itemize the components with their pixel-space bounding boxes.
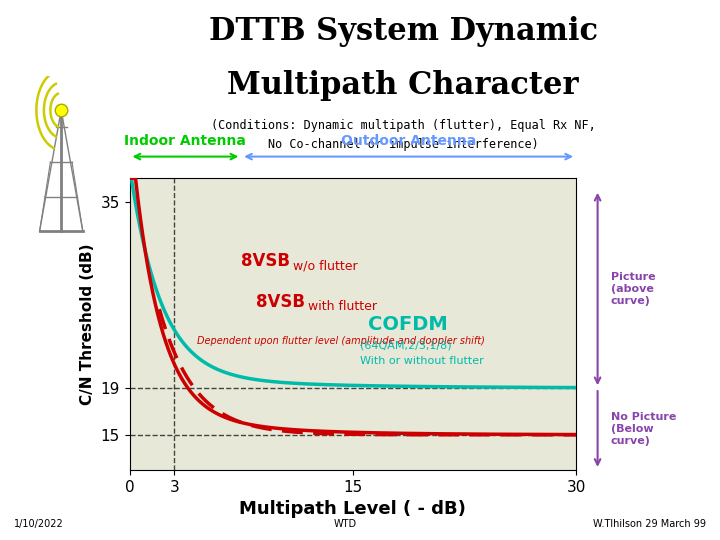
X-axis label: Multipath Level ( - dB): Multipath Level ( - dB) (239, 500, 467, 518)
Y-axis label: C/N Threshold (dB): C/N Threshold (dB) (80, 243, 95, 405)
Text: 8VSB: 8VSB (241, 252, 290, 269)
Text: (Conditions: Dynamic multipath (flutter), Equal Rx NF,: (Conditions: Dynamic multipath (flutter)… (211, 119, 595, 132)
Text: w/o flutter: w/o flutter (289, 259, 357, 272)
Text: DTTB System Dynamic: DTTB System Dynamic (209, 16, 598, 47)
Text: Indoor Antenna: Indoor Antenna (125, 134, 246, 148)
Text: Picture
(above
curve): Picture (above curve) (611, 272, 655, 306)
Text: COFDM: COFDM (368, 315, 447, 334)
Text: (64QAM,2/3,1/8): (64QAM,2/3,1/8) (360, 341, 452, 350)
Text: W.Tlhilson 29 March 99: W.Tlhilson 29 March 99 (593, 519, 706, 529)
Text: Outdoor Antenna: Outdoor Antenna (341, 134, 476, 148)
Text: 8VSB: 8VSB (256, 293, 305, 310)
Text: Dependent upon flutter level (amplitude and doppler shift): Dependent upon flutter level (amplitude … (197, 336, 485, 346)
Text: No Co-channel or impulse interference): No Co-channel or impulse interference) (268, 138, 539, 151)
Text: 1/10/2022: 1/10/2022 (14, 519, 64, 529)
Text: Multipath Character: Multipath Character (228, 70, 579, 101)
Text: with flutter: with flutter (304, 300, 377, 313)
Text: No Picture
(Below
curve): No Picture (Below curve) (611, 413, 676, 446)
Text: WTD: WTD (334, 519, 357, 529)
Text: With or without flutter: With or without flutter (360, 356, 484, 366)
